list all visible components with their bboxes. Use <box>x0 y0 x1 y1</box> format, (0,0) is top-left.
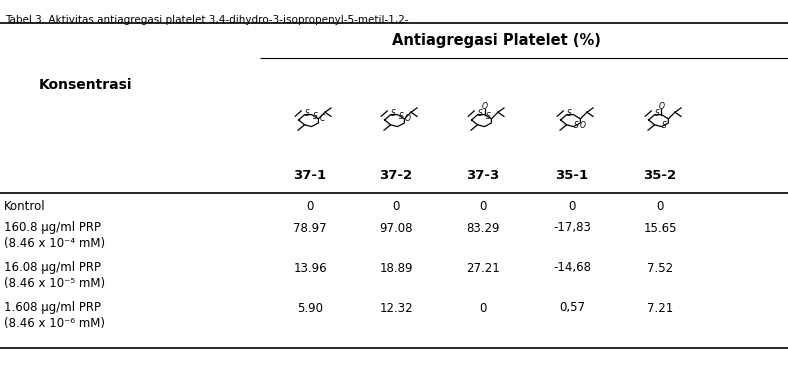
Text: S: S <box>486 112 491 120</box>
Text: 7.52: 7.52 <box>647 261 673 274</box>
Text: 37-2: 37-2 <box>380 168 413 182</box>
Text: 0,57: 0,57 <box>559 301 585 315</box>
Text: 13.96: 13.96 <box>293 261 327 274</box>
Text: 12.32: 12.32 <box>379 301 413 315</box>
Text: Kontrol: Kontrol <box>4 201 46 214</box>
Text: (8.46 x 10⁻⁵ mM): (8.46 x 10⁻⁵ mM) <box>4 277 105 290</box>
Text: 35-1: 35-1 <box>556 168 589 182</box>
Text: (8.46 x 10⁻⁶ mM): (8.46 x 10⁻⁶ mM) <box>4 317 105 329</box>
Text: Konsentrasi: Konsentrasi <box>39 78 132 92</box>
Text: 1.608 μg/ml PRP: 1.608 μg/ml PRP <box>4 301 101 315</box>
Text: (8.46 x 10⁻⁴ mM): (8.46 x 10⁻⁴ mM) <box>4 236 105 250</box>
Text: -14,68: -14,68 <box>553 261 591 274</box>
Text: 37-3: 37-3 <box>466 168 500 182</box>
Text: 35-2: 35-2 <box>644 168 677 182</box>
Text: 160.8 μg/ml PRP: 160.8 μg/ml PRP <box>4 222 101 234</box>
Text: 0: 0 <box>392 201 400 214</box>
Text: 78.97: 78.97 <box>293 222 327 234</box>
Text: 0: 0 <box>479 301 487 315</box>
Text: S: S <box>399 112 403 120</box>
Text: -17,83: -17,83 <box>553 222 591 234</box>
Text: S: S <box>478 109 483 118</box>
Text: 7.21: 7.21 <box>647 301 673 315</box>
Text: 5.90: 5.90 <box>297 301 323 315</box>
Text: 15.65: 15.65 <box>643 222 677 234</box>
Text: S: S <box>662 120 667 130</box>
Text: Antiagregasi Platelet (%): Antiagregasi Platelet (%) <box>392 33 601 48</box>
Text: 0: 0 <box>656 201 663 214</box>
Text: S: S <box>313 112 318 120</box>
Text: 37-1: 37-1 <box>293 168 326 182</box>
Text: O: O <box>580 120 585 130</box>
Text: O: O <box>659 102 664 111</box>
Text: 0: 0 <box>568 201 576 214</box>
Text: C: C <box>319 114 325 123</box>
Text: 0: 0 <box>479 201 487 214</box>
Text: 18.89: 18.89 <box>379 261 413 274</box>
Text: O: O <box>405 114 411 123</box>
Text: 0: 0 <box>307 201 314 214</box>
Text: 27.21: 27.21 <box>466 261 500 274</box>
Text: O: O <box>481 102 488 111</box>
Text: S: S <box>655 109 660 118</box>
Text: S: S <box>391 109 396 118</box>
Text: S: S <box>567 109 572 118</box>
Text: 97.08: 97.08 <box>379 222 413 234</box>
Text: 83.29: 83.29 <box>466 222 500 234</box>
Text: Tabel 3. Aktivitas antiagregasi platelet 3,4-dihydro-3-isopropenyl-5-metil-1,2-: Tabel 3. Aktivitas antiagregasi platelet… <box>5 15 409 25</box>
Text: S: S <box>574 120 579 130</box>
Text: 16.08 μg/ml PRP: 16.08 μg/ml PRP <box>4 261 101 274</box>
Text: S: S <box>305 109 310 118</box>
